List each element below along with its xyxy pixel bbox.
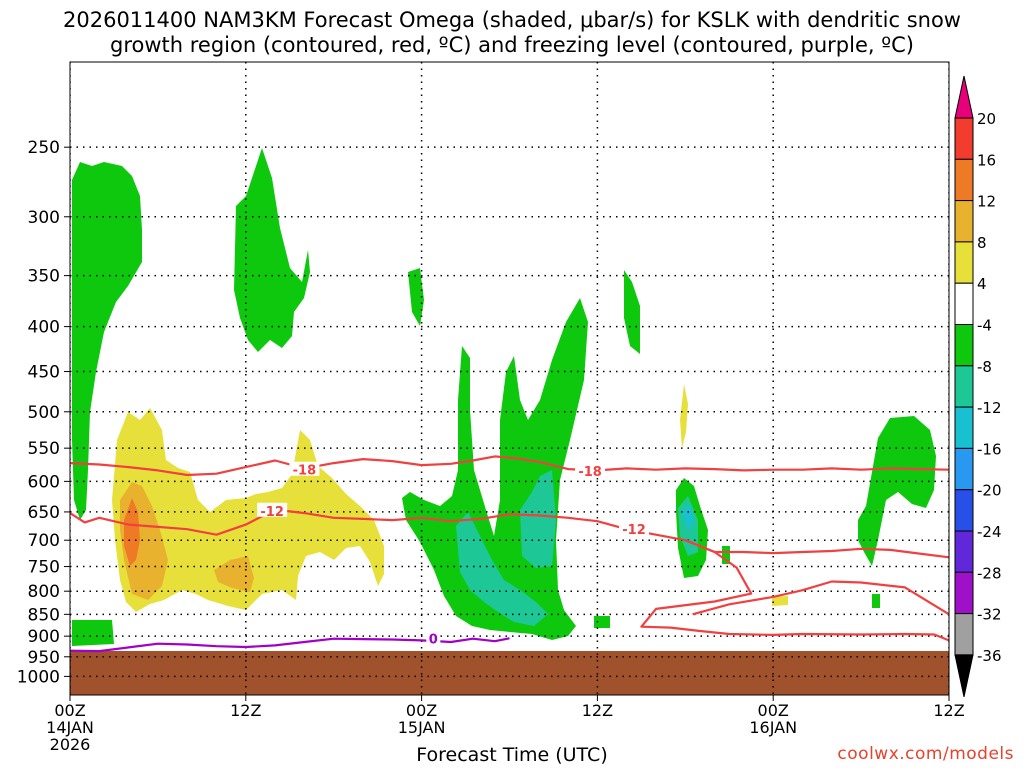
colorbar-label: -20 (977, 482, 1002, 500)
y-axis: 2503003504004505005506006507007508008509… (17, 138, 70, 687)
omega-region-rise-twelve (234, 148, 310, 352)
contour-label: -18 (293, 464, 317, 479)
contour-line-3 (692, 580, 949, 616)
contour-line-2 (640, 539, 949, 642)
colorbar-swatch (954, 613, 974, 656)
omega-region-rise-teal (456, 470, 556, 626)
x-tick-label: 12Z (582, 701, 613, 720)
y-tick-label: 300 (28, 208, 60, 228)
y-tick-label: 900 (28, 627, 60, 647)
colorbar-label: 12 (977, 193, 996, 211)
colorbar-swatch (954, 241, 974, 284)
omega-region-rise-cyan-43z (682, 504, 694, 532)
colorbar-label: -28 (977, 564, 1002, 582)
omega-region-sink-gold (120, 482, 254, 600)
x-tick-label: 14JAN (46, 718, 94, 737)
y-tick-label: 750 (28, 558, 60, 578)
y-tick-label: 500 (28, 403, 60, 423)
contour-line-0 (70, 455, 949, 477)
y-tick-label: 550 (28, 439, 60, 459)
contour-label-bg (289, 461, 320, 476)
x-tick-label: 00Z (758, 701, 789, 720)
contour-label-bg (575, 463, 606, 478)
omega-region-rise-59z (858, 416, 936, 566)
chart-title-line1: 2026011400 NAM3KM Forecast Omega (shaded… (63, 8, 961, 32)
colorbar-swatch (954, 365, 974, 408)
colorbar-label: 16 (977, 151, 996, 169)
colorbar: 20 16 12 8 4 -4 -8 -12 -16 -20 -24 -28 -32 -36 (954, 75, 1002, 698)
omega-region-rise-small (408, 268, 424, 326)
chart-title-line2: growth region (contoured, red, ºC) and f… (110, 33, 914, 57)
colorbar-swatch (954, 530, 974, 573)
grid (70, 62, 949, 695)
x-tick-label: 15JAN (398, 718, 446, 737)
x-tick-label: 12Z (933, 701, 964, 720)
contour-line-4 (70, 637, 510, 653)
y-tick-label: 400 (28, 318, 60, 338)
omega-region-rise-small2 (624, 270, 640, 354)
omega-region-rise-early-low (72, 620, 114, 646)
colorbar-label: -36 (977, 647, 1002, 665)
temperature-contours: -18 -18 -12 -12 0 (70, 455, 949, 653)
y-tick-label: 650 (28, 503, 60, 523)
omega-region-rise-early (72, 162, 142, 520)
colorbar-swatch (954, 75, 974, 119)
contour-label: -12 (622, 523, 646, 538)
omega-region-sink-yellow-tiny (772, 596, 788, 606)
contour-label-bg (426, 630, 441, 645)
colorbar-swatch (954, 200, 974, 243)
y-tick-label: 350 (28, 267, 60, 287)
contour-line-1 (70, 508, 949, 559)
contour-label-bg (619, 521, 650, 536)
omega-region-sink-yellow-small (680, 384, 688, 448)
colorbar-swatch (954, 406, 974, 449)
y-tick-label: 850 (28, 605, 60, 625)
colorbar-swatch (954, 282, 974, 326)
colorbar-swatch (954, 571, 974, 615)
plot-frame (69, 61, 950, 696)
colorbar-swatch (954, 654, 974, 698)
x-tick-label: 12Z (230, 701, 261, 720)
terrain (70, 651, 949, 695)
y-tick-label: 800 (28, 582, 60, 602)
colorbar-swatch (954, 489, 974, 532)
contour-label: -18 (578, 465, 602, 480)
x-tick-label: 2026 (50, 735, 91, 754)
contour-label: 0 (429, 633, 438, 648)
x-tick-label: 00Z (54, 701, 85, 720)
omega-shading (70, 148, 949, 695)
y-tick-label: 700 (28, 531, 60, 551)
colorbar-label: -12 (977, 399, 1002, 417)
contour-label-bg (257, 502, 288, 517)
colorbar-swatch (954, 447, 974, 491)
x-tick-label: 00Z (406, 701, 437, 720)
colorbar-label: -8 (977, 358, 992, 376)
y-tick-label: 600 (28, 472, 60, 492)
colorbar-label: -4 (977, 317, 992, 335)
omega-region-sink-yellow-main (112, 408, 384, 612)
contour-label: -12 (260, 505, 284, 520)
colorbar-label: 20 (977, 110, 996, 128)
y-tick-label: 1000 (17, 667, 60, 687)
colorbar-label: -24 (977, 523, 1002, 541)
colorbar-label: 8 (977, 234, 987, 252)
colorbar-swatch (954, 117, 974, 160)
colorbar-label: -16 (977, 440, 1002, 458)
colorbar-label: 4 (977, 275, 987, 293)
colorbar-swatch (954, 158, 974, 202)
colorbar-label: -32 (977, 606, 1002, 624)
omega-region-sink-orange (124, 498, 140, 566)
y-tick-label: 950 (28, 648, 60, 668)
y-tick-label: 250 (28, 138, 60, 158)
x-tick-label: 16JAN (749, 718, 797, 737)
credit-text: coolwx.com/models (837, 744, 1014, 764)
y-tick-label: 450 (28, 363, 60, 383)
colorbar-swatch (954, 324, 974, 367)
x-axis-title: Forecast Time (UTC) (416, 744, 608, 766)
